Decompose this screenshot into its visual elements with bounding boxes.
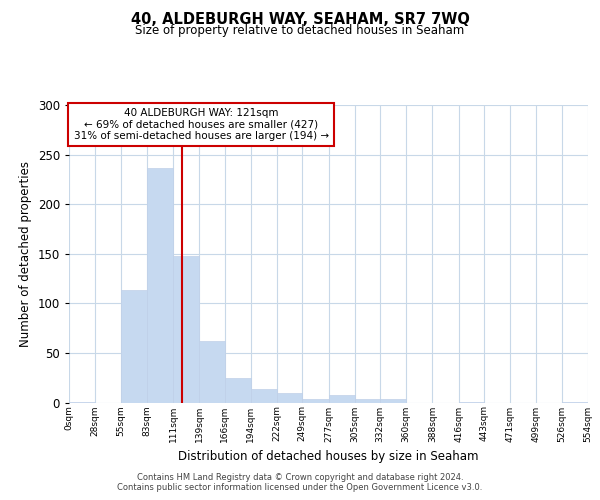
Bar — [277, 392, 302, 402]
Text: Size of property relative to detached houses in Seaham: Size of property relative to detached ho… — [136, 24, 464, 37]
Bar — [380, 398, 406, 402]
Text: 40 ALDEBURGH WAY: 121sqm
← 69% of detached houses are smaller (427)
31% of semi-: 40 ALDEBURGH WAY: 121sqm ← 69% of detach… — [74, 108, 329, 141]
Bar — [302, 398, 329, 402]
Bar — [121, 290, 147, 403]
Bar — [224, 378, 251, 402]
Text: Contains HM Land Registry data © Crown copyright and database right 2024.
Contai: Contains HM Land Registry data © Crown c… — [118, 473, 482, 492]
Bar — [329, 394, 355, 402]
Bar — [173, 256, 199, 402]
Bar — [251, 388, 277, 402]
X-axis label: Distribution of detached houses by size in Seaham: Distribution of detached houses by size … — [178, 450, 479, 463]
Bar — [147, 168, 173, 402]
Text: 40, ALDEBURGH WAY, SEAHAM, SR7 7WQ: 40, ALDEBURGH WAY, SEAHAM, SR7 7WQ — [131, 12, 469, 28]
Bar — [355, 398, 380, 402]
Y-axis label: Number of detached properties: Number of detached properties — [19, 161, 32, 347]
Bar — [199, 341, 224, 402]
